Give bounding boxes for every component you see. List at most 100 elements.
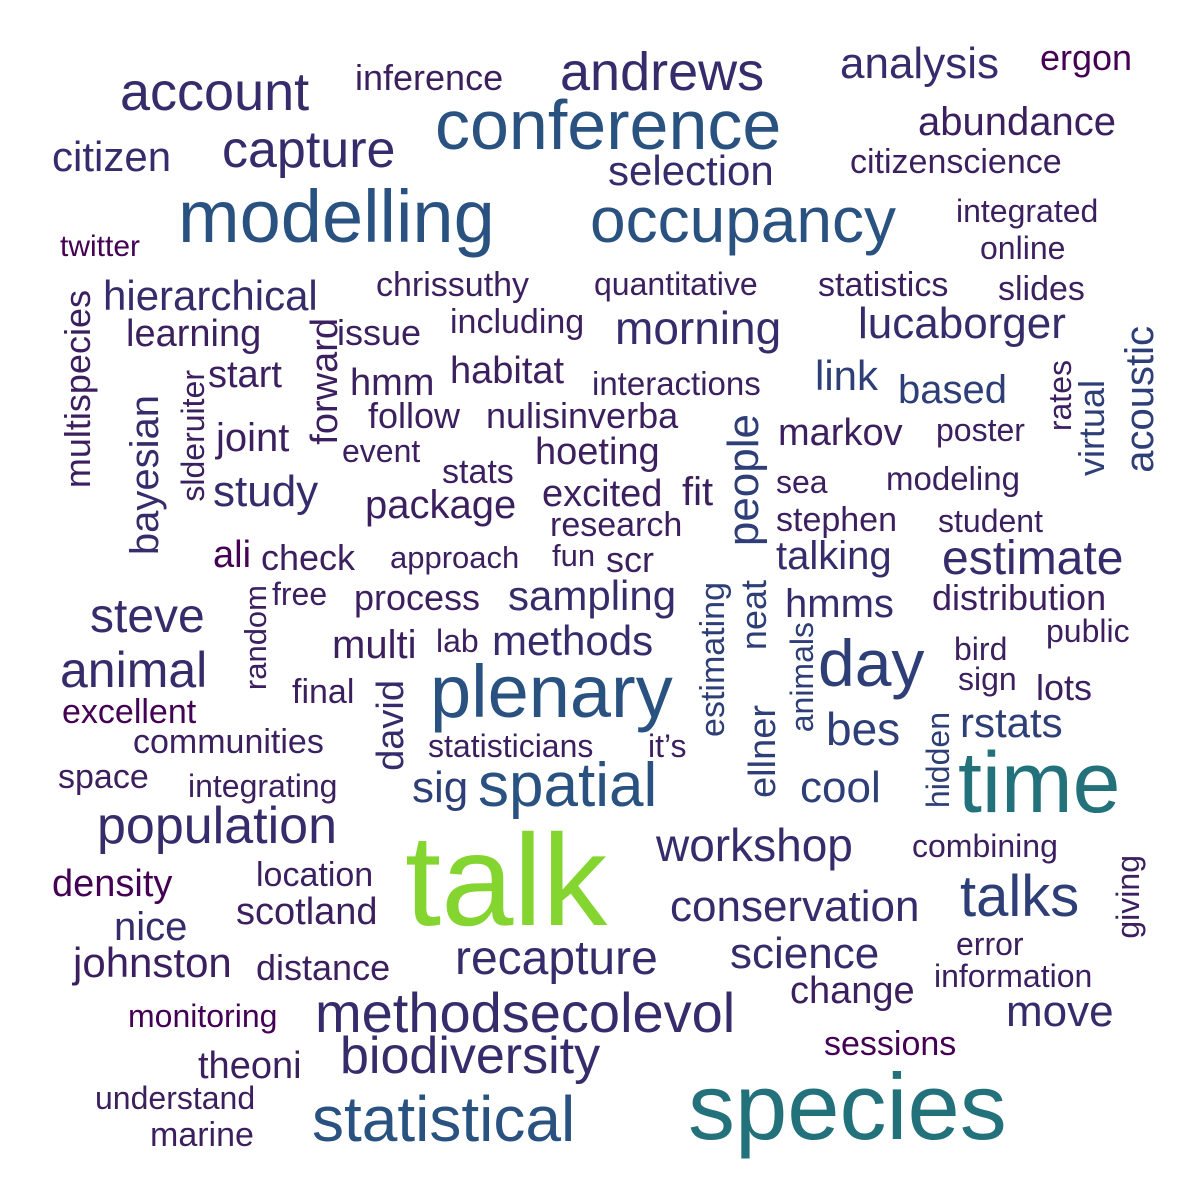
word-distance: distance: [256, 947, 391, 988]
word-based: based: [898, 368, 1007, 412]
word-hmm: hmm: [350, 362, 435, 404]
word-steve: steve: [90, 590, 205, 643]
word-study: study: [213, 467, 319, 516]
word-bes: bes: [826, 703, 901, 755]
word-forward: forward: [304, 318, 346, 445]
word-people: people: [719, 414, 768, 547]
word-spatial: spatial: [478, 751, 658, 820]
word-research: research: [550, 506, 683, 544]
word-excellent: excellent: [62, 693, 197, 731]
word-marine: marine: [150, 1116, 254, 1154]
word-recapture: recapture: [455, 932, 658, 985]
word-ellner: ellner: [742, 705, 784, 798]
word-bird: bird: [954, 631, 1008, 667]
word-workshop: workshop: [656, 819, 853, 871]
word-cool: cool: [800, 763, 881, 812]
word-process: process: [354, 577, 481, 618]
word-bayesian: bayesian: [123, 395, 167, 556]
word-combining: combining: [912, 828, 1058, 864]
word-statisticians: statisticians: [428, 728, 594, 764]
word-error: error: [956, 926, 1024, 962]
word-andrews: andrews: [560, 42, 765, 102]
word-distribution: distribution: [932, 577, 1107, 618]
word-online: online: [980, 230, 1066, 266]
word-biodiversity: biodiversity: [340, 1027, 601, 1085]
word-methods: methods: [492, 617, 654, 664]
word-species: species: [688, 1054, 1007, 1159]
word-sign: sign: [958, 661, 1017, 697]
word-approach: approach: [390, 540, 520, 575]
word-its: it’s: [648, 728, 687, 764]
word-event: event: [342, 433, 421, 469]
word-population: population: [97, 797, 337, 855]
word-talk: talk: [405, 807, 608, 953]
word-conference: conference: [435, 86, 782, 164]
word-lucaborger: lucaborger: [858, 299, 1066, 348]
word-occupancy: occupancy: [590, 184, 896, 256]
word-hidden: hidden: [920, 712, 956, 809]
word-markov: markov: [778, 412, 903, 454]
word-check: check: [261, 537, 356, 578]
word-account: account: [120, 62, 310, 122]
word-fun: fun: [552, 538, 596, 573]
word-citizenscience: citizenscience: [850, 143, 1062, 181]
word-conservation: conservation: [670, 882, 920, 931]
word-lab: lab: [436, 623, 479, 659]
word-modelling: modelling: [178, 175, 495, 258]
word-integrating: integrating: [188, 768, 338, 804]
word-communities: communities: [133, 723, 324, 761]
word-nice: nice: [114, 905, 188, 949]
word-nulisinverba: nulisinverba: [486, 395, 679, 436]
word-habitat: habitat: [450, 350, 565, 392]
word-statistics: statistics: [818, 266, 949, 304]
word-twitter: twitter: [60, 230, 141, 263]
word-statistical: statistical: [312, 1083, 576, 1155]
word-stats: stats: [442, 453, 514, 491]
word-public: public: [1046, 613, 1130, 649]
word-sig: sig: [412, 763, 469, 812]
word-ergon: ergon: [1040, 37, 1133, 78]
word-quantitative: quantitative: [594, 266, 758, 302]
word-package: package: [365, 483, 517, 527]
word-stephen: stephen: [776, 501, 897, 539]
word-ali: ali: [213, 534, 252, 576]
word-time: time: [958, 735, 1121, 831]
word-david: david: [370, 680, 412, 771]
word-talking: talking: [776, 534, 892, 578]
word-abundance: abundance: [918, 100, 1116, 144]
word-methodsecolevol: methodsecolevol: [315, 981, 736, 1044]
word-monitoring: monitoring: [128, 998, 278, 1034]
word-sessions: sessions: [824, 1025, 957, 1063]
word-start: start: [208, 354, 282, 396]
word-interactions: interactions: [592, 365, 761, 402]
word-hmms: hmms: [785, 582, 894, 626]
word-including: including: [450, 303, 585, 341]
word-theoni: theoni: [198, 1045, 302, 1087]
word-rstats: rstats: [960, 699, 1063, 746]
word-animal: animal: [60, 642, 208, 698]
word-random: random: [238, 585, 273, 691]
word-student: student: [938, 503, 1043, 539]
word-johnston: johnston: [73, 939, 232, 986]
word-animals: animals: [784, 622, 820, 733]
word-science: science: [730, 929, 880, 978]
word-scr: scr: [606, 539, 654, 580]
word-morning: morning: [615, 302, 782, 354]
word-change: change: [790, 970, 915, 1012]
word-excited: excited: [542, 473, 663, 515]
word-estimating: estimating: [694, 582, 732, 737]
word-slderuiter: slderuiter: [175, 370, 211, 502]
word-capture: capture: [222, 121, 396, 179]
word-giving: giving: [1110, 855, 1146, 939]
word-free: free: [272, 576, 328, 612]
word-hierarchical: hierarchical: [103, 272, 318, 319]
word-acoustic: acoustic: [1118, 326, 1162, 473]
word-issue: issue: [337, 312, 422, 353]
word-multi: multi: [332, 623, 417, 667]
word-lots: lots: [1036, 667, 1093, 708]
word-inference: inference: [355, 57, 504, 98]
word-learning: learning: [126, 313, 262, 355]
word-location: location: [256, 856, 374, 894]
word-integrated: integrated: [956, 193, 1099, 229]
word-neat: neat: [733, 580, 774, 651]
